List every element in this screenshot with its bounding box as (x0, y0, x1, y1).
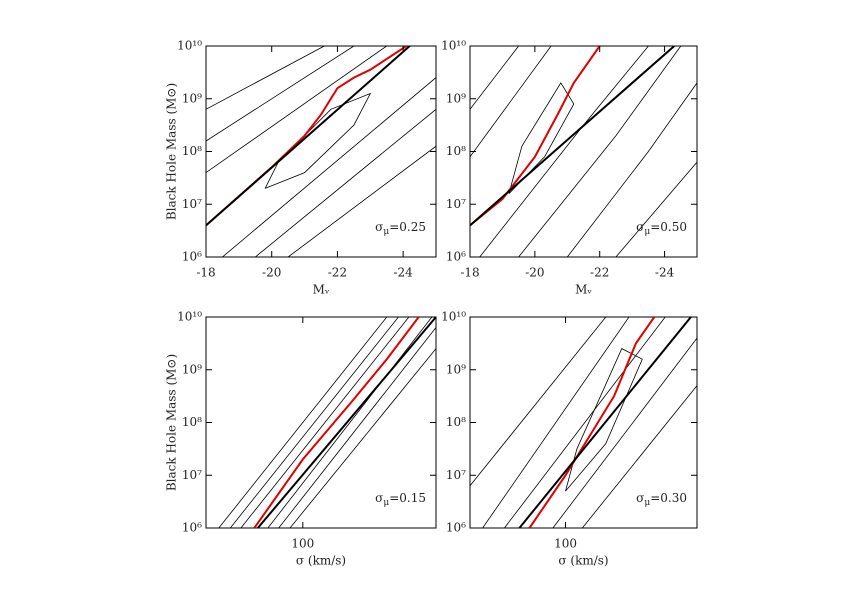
annotation: σμ=0.25 (375, 220, 426, 237)
y-tick-label: 10⁹ (182, 91, 202, 105)
contour (255, 108, 436, 257)
y-axis-label: Black Hole Mass (M⊙) (165, 354, 179, 491)
annotation-part: μ (383, 498, 389, 508)
annotation: σμ=0.15 (375, 491, 426, 508)
contour (278, 327, 436, 528)
y-tick-label: 10⁸ (446, 415, 466, 429)
annotation-part: σ (375, 491, 383, 505)
y-tick-label: 10⁷ (446, 468, 466, 482)
contour (222, 77, 436, 257)
contour (470, 46, 519, 110)
annotation: σμ=0.50 (636, 220, 687, 237)
contour (206, 46, 325, 110)
y-tick-label: 10⁹ (182, 362, 202, 376)
relation-line (470, 46, 675, 227)
y-tick-label: 10⁸ (182, 144, 202, 158)
plot-frame (205, 45, 437, 258)
contour (289, 348, 436, 528)
x-tick-label: 100 (291, 537, 314, 551)
contour (229, 317, 399, 528)
y-tick-label: 10⁷ (446, 197, 466, 211)
y-tick-label: 10¹⁰ (441, 39, 466, 53)
relation-line (206, 46, 411, 227)
contour (504, 317, 666, 528)
y-tick-label: 10¹⁰ (177, 39, 202, 53)
contour (581, 385, 697, 528)
x-tick-label: 100 (554, 537, 577, 551)
annotation-part: σ (636, 220, 644, 234)
contour (482, 317, 630, 528)
x-tick-label: -20 (525, 266, 544, 280)
y-tick-label: 10¹⁰ (441, 310, 466, 324)
y-tick-label: 10⁸ (446, 144, 466, 158)
x-axis-label: Mᵥ (313, 283, 330, 297)
y-tick-label: 10⁷ (182, 197, 202, 211)
contour (552, 337, 697, 528)
annotation-part: =0.30 (650, 491, 687, 505)
y-tick-label: 10⁷ (182, 468, 202, 482)
x-tick-label: -18 (460, 266, 479, 280)
x-axis-label: σ (km/s) (296, 554, 346, 568)
annotation-part: σ (636, 491, 644, 505)
contour (615, 161, 697, 257)
annotation-part: =0.25 (389, 220, 426, 234)
y-tick-label: 10⁶ (182, 250, 202, 264)
fit-line (528, 317, 656, 528)
fit-line (253, 317, 420, 528)
annotation-part: σ (375, 220, 383, 234)
contour (566, 82, 697, 257)
x-tick-label: -24 (655, 266, 675, 280)
y-tick-label: 10⁹ (446, 91, 466, 105)
y-tick-label: 10⁸ (182, 415, 202, 429)
x-tick-label: -18 (196, 266, 215, 280)
x-axis-label: Mᵥ (575, 283, 592, 297)
plot-frame (469, 316, 698, 529)
y-tick-label: 10⁶ (182, 521, 202, 535)
relation-line (518, 317, 692, 528)
plot-frame (205, 316, 437, 529)
y-tick-label: 10¹⁰ (177, 310, 202, 324)
contour (206, 46, 355, 142)
annotation-part: =0.50 (650, 220, 687, 234)
annotation-part: =0.15 (389, 491, 426, 505)
x-tick-label: -20 (262, 266, 281, 280)
contour (470, 46, 552, 158)
annotation-part: μ (644, 498, 650, 508)
contour (287, 145, 436, 257)
contour (206, 46, 387, 173)
fit-line (470, 46, 601, 227)
annotation-part: μ (644, 227, 650, 237)
y-tick-label: 10⁶ (446, 521, 466, 535)
contour (218, 317, 388, 528)
y-axis-label: Black Hole Mass (M⊙) (165, 83, 179, 220)
annotation: σμ=0.30 (636, 491, 687, 508)
contour (470, 317, 607, 487)
x-axis-label: σ (km/s) (558, 554, 608, 568)
relation-line (257, 317, 436, 528)
y-tick-label: 10⁹ (446, 362, 466, 376)
y-tick-label: 10⁶ (446, 250, 466, 264)
annotation-part: μ (383, 227, 389, 237)
x-tick-label: -22 (590, 266, 609, 280)
contour (267, 317, 433, 528)
x-tick-label: -24 (393, 266, 413, 280)
x-tick-label: -22 (328, 266, 347, 280)
contour (518, 46, 682, 257)
contour (240, 317, 410, 528)
